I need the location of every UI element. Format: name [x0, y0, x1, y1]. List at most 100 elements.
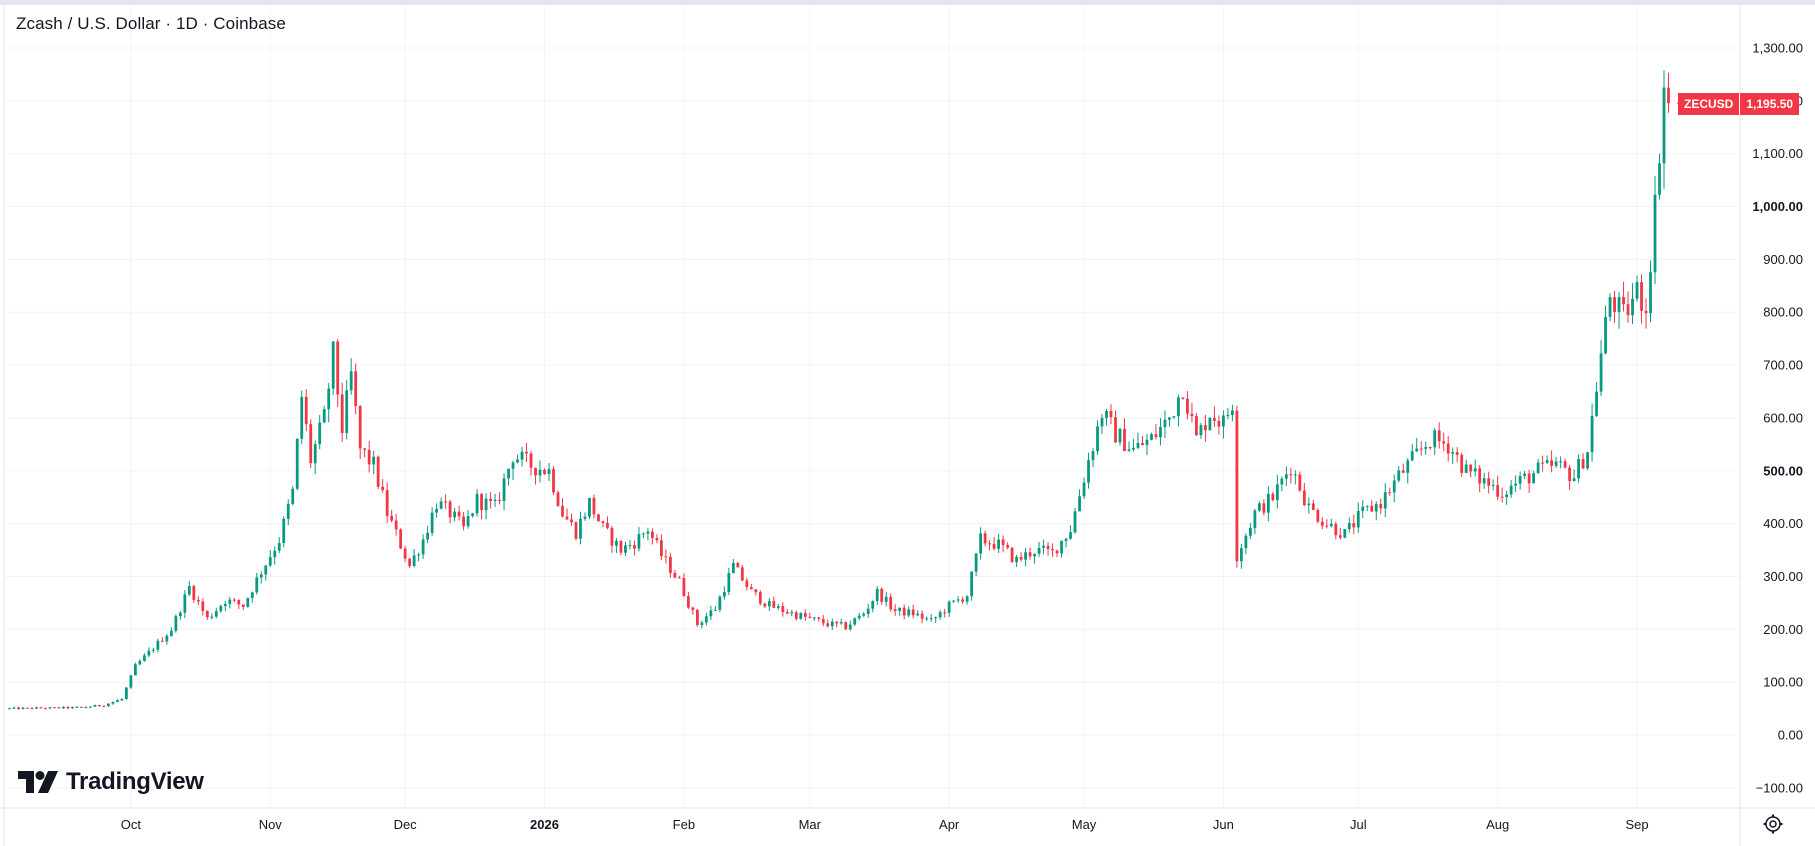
- candle-body: [331, 341, 335, 389]
- candle-body: [799, 613, 803, 619]
- candle-body: [880, 588, 884, 602]
- candle-body: [385, 490, 389, 516]
- candle-body: [588, 497, 591, 517]
- candle-body: [727, 573, 731, 593]
- candle-body: [381, 486, 385, 491]
- candle-body: [1509, 485, 1513, 495]
- x-tick-label: May: [1072, 817, 1097, 832]
- candle-body: [53, 707, 56, 709]
- candle-body: [970, 571, 974, 597]
- tradingview-logo[interactable]: TradingView: [18, 768, 204, 796]
- candle-body: [615, 540, 618, 546]
- candle-body: [322, 409, 326, 423]
- candle-body: [457, 511, 461, 517]
- y-tick-label: 500.00: [1763, 463, 1803, 478]
- candle-body: [1244, 535, 1248, 549]
- candle-body: [1397, 470, 1401, 481]
- candle-body: [120, 698, 124, 701]
- candle-body: [282, 518, 286, 543]
- candle-body: [669, 556, 672, 574]
- candle-body: [98, 705, 101, 707]
- candle-body: [1428, 447, 1432, 449]
- candle-body: [1046, 545, 1050, 550]
- candle-body: [394, 520, 398, 530]
- candle-body: [1473, 468, 1477, 472]
- candle-body: [187, 586, 191, 595]
- candle-body: [1123, 428, 1126, 452]
- candle-body: [273, 550, 277, 558]
- candle-body: [1262, 503, 1266, 513]
- candle-body: [93, 705, 97, 707]
- candle-body: [803, 613, 807, 617]
- candle-body: [286, 504, 290, 519]
- candle-body: [565, 516, 569, 520]
- candle-body: [1109, 410, 1113, 418]
- y-tick-label: 100.00: [1763, 675, 1803, 690]
- candle-body: [345, 390, 349, 434]
- candle-body: [1635, 282, 1639, 299]
- candle-body: [1073, 511, 1077, 533]
- candle-body: [1554, 461, 1558, 466]
- candle-body: [1536, 462, 1540, 474]
- candle-body: [367, 449, 371, 465]
- candle-body: [84, 707, 88, 709]
- candle-body: [80, 706, 83, 708]
- candle-body: [534, 467, 537, 476]
- candle-body: [610, 527, 614, 546]
- candle-body: [1581, 459, 1585, 469]
- candle-body: [961, 599, 965, 602]
- candle-body: [952, 600, 956, 602]
- candle-body: [704, 616, 708, 623]
- gear-icon[interactable]: [1762, 813, 1784, 835]
- candle-body: [1523, 473, 1527, 477]
- candle-body: [1024, 552, 1027, 560]
- candle-body: [682, 577, 686, 596]
- candle-body: [1055, 550, 1059, 554]
- candle-body: [1550, 460, 1554, 466]
- candle-body: [826, 623, 830, 627]
- candle-body: [889, 596, 893, 610]
- candle-body: [403, 548, 407, 559]
- candle-body: [920, 613, 924, 619]
- candle-body: [943, 612, 947, 614]
- candle-body: [1208, 417, 1212, 431]
- candle-body: [673, 573, 677, 578]
- candle-body: [340, 394, 344, 434]
- candle-body: [1347, 523, 1351, 530]
- candle-body: [192, 586, 196, 600]
- candle-body: [1019, 556, 1023, 560]
- candle-body: [1199, 425, 1203, 436]
- candle-body: [471, 513, 474, 517]
- candle-body: [956, 599, 960, 601]
- candle-body: [1231, 410, 1234, 416]
- candle-body: [1626, 304, 1630, 316]
- candle-body: [1595, 391, 1598, 416]
- candle-body: [574, 522, 578, 539]
- candle-body: [1010, 547, 1014, 562]
- candle-body: [862, 613, 866, 616]
- candle-body: [318, 422, 322, 445]
- candle-body: [1217, 420, 1221, 427]
- candle-body: [107, 703, 110, 706]
- candle-body: [1266, 493, 1270, 513]
- candle-body: [1033, 553, 1036, 557]
- candle-body: [1037, 547, 1041, 554]
- candle-body: [525, 451, 528, 454]
- candle-body: [1311, 503, 1315, 510]
- candle-body: [1604, 316, 1607, 354]
- candle-body: [911, 609, 915, 616]
- candle-body: [660, 540, 663, 557]
- candle-body: [1365, 505, 1369, 507]
- candle-body: [304, 396, 308, 425]
- candle-body: [354, 371, 358, 407]
- x-tick-label: Mar: [799, 817, 822, 832]
- candle-body: [264, 565, 268, 575]
- candle-body: [1527, 473, 1531, 484]
- candle-body: [502, 478, 506, 501]
- candle-body: [1590, 415, 1594, 453]
- candle-body: [538, 469, 542, 476]
- candle-body: [1343, 529, 1347, 538]
- candle-body: [1577, 459, 1580, 479]
- candle-body: [561, 505, 564, 517]
